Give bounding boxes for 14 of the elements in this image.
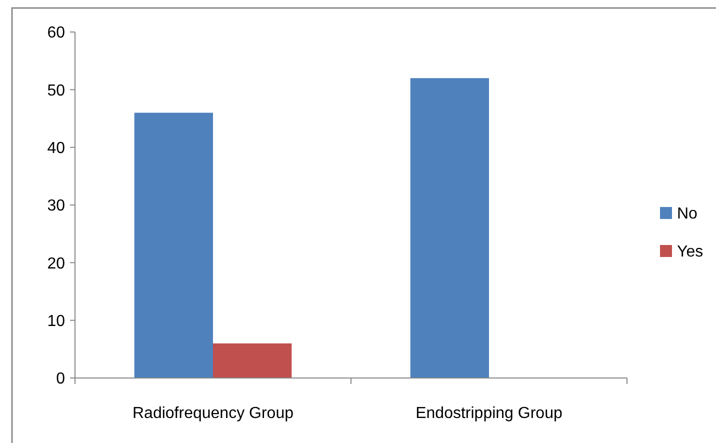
x-tick-label: Endostripping Group [416, 405, 562, 422]
y-tick-label: 60 [47, 24, 66, 42]
y-tick-label: 10 [47, 312, 66, 330]
x-tick-label: Radiofrequency Group [132, 405, 294, 422]
bar [213, 343, 292, 378]
legend-label: No [677, 206, 698, 223]
y-tick-label: 0 [56, 370, 66, 388]
y-tick-label: 20 [47, 255, 66, 272]
y-tick-label: 30 [47, 198, 66, 215]
y-tick-label: 40 [47, 140, 66, 157]
bar [410, 78, 489, 378]
y-tick-label: 50 [47, 82, 66, 100]
bar [134, 112, 213, 378]
legend-label: Yes [677, 244, 704, 261]
